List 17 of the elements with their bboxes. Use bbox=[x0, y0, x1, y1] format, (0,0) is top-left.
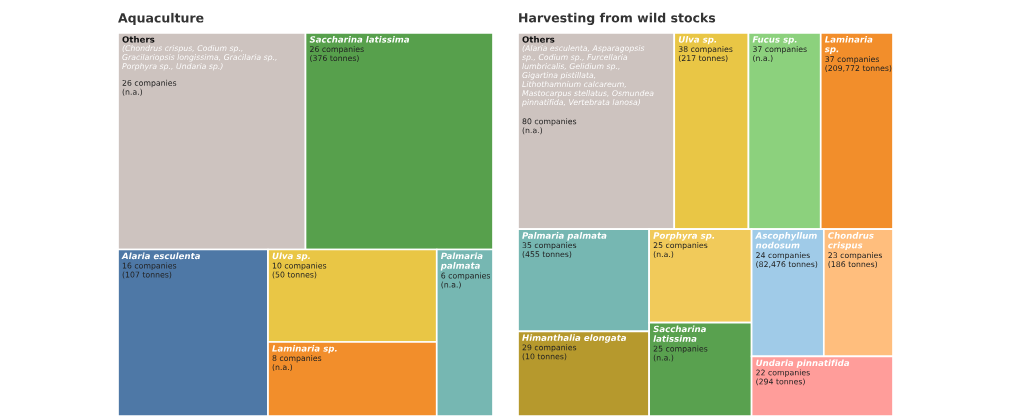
category-label: Porphyra sp. bbox=[653, 232, 715, 241]
category-label: Chondrus crispus bbox=[828, 232, 874, 251]
text: Aquaculture bbox=[118, 12, 204, 25]
category-label: Palmaria palmata bbox=[522, 232, 607, 241]
category-label: Laminaria sp. bbox=[272, 344, 337, 354]
category-label: Himanthalia elongata bbox=[522, 334, 627, 343]
text: Harvesting from wild stocks bbox=[519, 12, 716, 25]
category-label: Alaria esculenta bbox=[121, 252, 200, 260]
category-label: Palmaria palmata bbox=[440, 252, 483, 271]
category-label: Ulva sp. bbox=[272, 252, 310, 261]
category-label: Ulva sp. bbox=[678, 36, 717, 45]
category-label: Saccharina latissima bbox=[653, 325, 706, 342]
category-label: Ascophyllum nodosum bbox=[755, 232, 817, 249]
category-label: Saccharina latissima bbox=[309, 36, 410, 43]
category-label: Undaria pinnatifida bbox=[756, 359, 850, 368]
category-label: Laminaria sp. bbox=[824, 36, 873, 54]
category-label: Fucus sp. bbox=[752, 36, 797, 45]
